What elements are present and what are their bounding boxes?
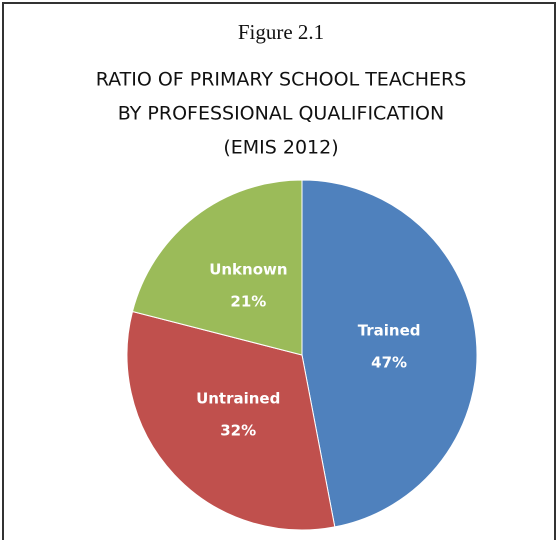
chart-title: RATIO OF PRIMARY SCHOOL TEACHERS [96,69,467,91]
value-label: 21% [230,292,266,310]
slice-label: Unknown [209,260,287,278]
slice-label: Untrained [196,389,280,407]
pie-slice [126,310,336,531]
pie-slice [301,179,478,528]
chart-title: (EMIS 2012) [223,137,338,159]
value-label: 32% [220,421,256,439]
figure-label: Figure 2.1 [238,20,324,44]
pie-slice [131,179,303,356]
chart-title: BY PROFESSIONAL QUALIFICATION [118,103,444,125]
slice-label: Trained [358,321,421,339]
value-label: 47% [371,353,407,371]
